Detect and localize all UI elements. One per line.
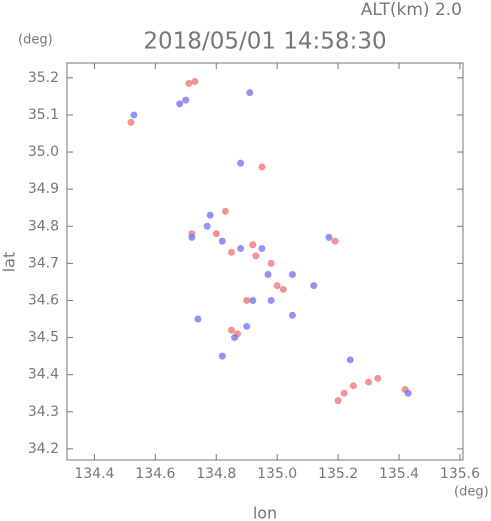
x-tick-label: 134.8 [196,466,236,482]
echo-point [288,311,296,319]
echo-point [227,248,235,256]
echo-point [374,374,382,382]
x-tick-label: 134.4 [74,466,114,482]
echo-point [191,78,199,86]
echo-point [246,89,254,97]
y-tick-label: 34.9 [28,181,59,197]
echo-point [273,282,281,290]
echo-point [349,382,357,390]
echo-point [188,233,196,241]
echo-point [127,118,135,126]
y-tick-label: 34.5 [28,330,59,346]
y-unit: (deg) [18,33,53,48]
echo-point [218,352,226,360]
y-tick-label: 34.8 [28,218,59,234]
echo-point [267,259,275,267]
echo-point [252,252,260,260]
echo-point [331,237,339,245]
echo-point [365,378,373,386]
echo-point [176,100,184,108]
echo-point [258,245,266,253]
echo-point [340,389,348,397]
x-tick-label: 135.0 [257,466,297,482]
echo-point [267,296,275,304]
echo-point [404,389,412,397]
echo-point [249,241,257,249]
echo-point [237,159,245,167]
echo-point [243,322,251,330]
echo-point [243,296,251,304]
echo-point [249,296,257,304]
x-unit: (deg) [454,485,489,500]
echo-point [221,207,229,215]
x-tick-label: 135.4 [379,466,419,482]
chart-title: 2018/05/01 14:58:30 [143,29,386,55]
y-tick-label: 34.7 [28,255,59,271]
echo-point [264,270,272,278]
y-tick-label: 35.1 [28,107,59,123]
echo-point [346,356,354,364]
echo-point [227,326,235,334]
echo-point [194,315,202,323]
echo-point [258,163,266,171]
y-tick-label: 35.2 [28,70,59,86]
y-tick-label: 34.2 [28,441,59,457]
y-tick-label: 34.4 [28,367,59,383]
echo-point [334,397,342,405]
plot-frame [66,62,464,461]
echo-point [237,245,245,253]
y-tick-label: 35.0 [28,144,59,160]
echo-point [182,96,190,104]
y-tick-label: 34.6 [28,292,59,308]
echo-point [288,270,296,278]
x-axis-label: lon [253,504,277,521]
x-tick-label: 135.6 [440,466,480,482]
echo-point [325,233,333,241]
x-tick-label: 134.6 [135,466,175,482]
echo-point [203,222,211,230]
echo-point [218,237,226,245]
echo-point [231,334,239,342]
y-axis-label: lat [0,252,19,273]
echo-point [279,285,287,293]
echo-point [212,230,220,238]
y-tick-label: 34.3 [28,404,59,420]
echo-point [310,282,318,290]
altitude-label: ALT(km) 2.0 [361,0,462,20]
x-tick-label: 135.2 [318,466,358,482]
echo-point [206,211,214,219]
echo-point [185,79,193,87]
echo-point [130,111,138,119]
